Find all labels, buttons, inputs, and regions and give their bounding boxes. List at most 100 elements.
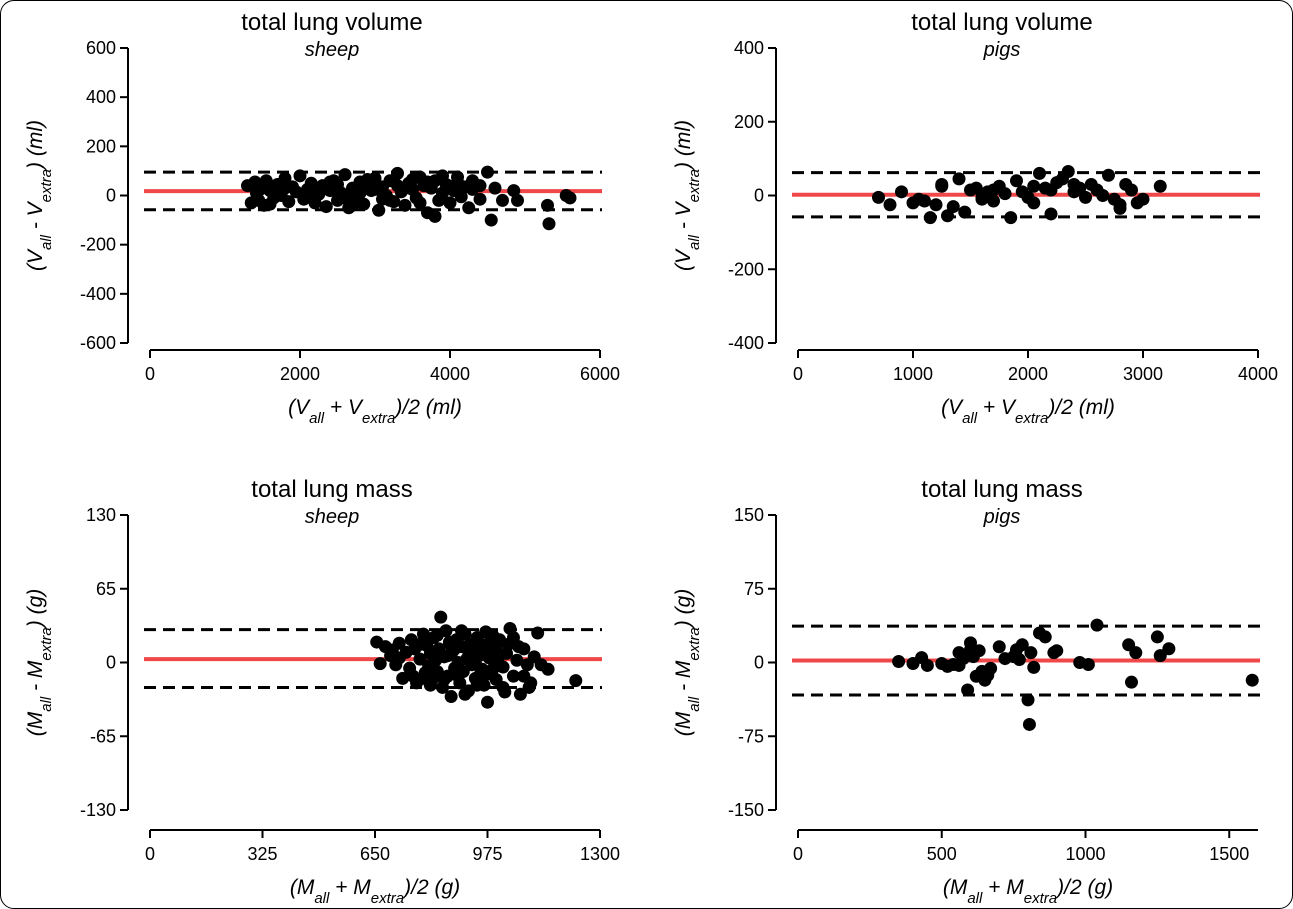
data-point	[481, 695, 494, 709]
y-axis-label-part: - V	[672, 200, 695, 235]
data-point	[542, 217, 556, 231]
x-tick-label: 650	[360, 844, 390, 864]
data-point	[1125, 183, 1138, 197]
y-axis-label-part: (V	[672, 248, 695, 271]
x-tick-label: 500	[927, 844, 957, 864]
x-tick-label: 1300	[580, 844, 620, 864]
data-point	[987, 194, 1000, 208]
data-point	[563, 191, 577, 205]
data-point	[406, 669, 420, 683]
y-tick-label: 0	[106, 653, 116, 673]
y-tick-label: 0	[754, 653, 764, 673]
data-point	[1090, 618, 1104, 632]
data-point	[1027, 196, 1041, 210]
y-axis-label-part: (V	[24, 248, 47, 271]
data-point	[496, 193, 509, 207]
data-point	[1245, 673, 1259, 687]
data-point	[1102, 168, 1115, 182]
data-point	[481, 165, 494, 179]
data-point	[428, 209, 442, 223]
data-point	[455, 624, 469, 638]
data-point	[416, 627, 430, 641]
data-point	[473, 192, 487, 206]
x-axis-label-part: extra	[362, 410, 395, 427]
y-axis-label-part: extra	[38, 169, 55, 202]
chart-title: total lung mass	[921, 476, 1082, 503]
chart-title: total lung volume	[241, 9, 422, 36]
data-point	[481, 637, 494, 651]
data-point	[1024, 646, 1038, 660]
data-point	[338, 191, 352, 205]
y-axis-label-part: all	[38, 234, 55, 250]
data-point	[372, 203, 386, 217]
y-tick-label: -600	[80, 333, 116, 353]
data-point	[522, 680, 536, 694]
data-point	[454, 190, 468, 204]
data-point	[437, 673, 451, 687]
data-point	[1038, 630, 1052, 644]
data-point	[920, 658, 934, 672]
x-tick-label: 6000	[580, 364, 620, 384]
data-point	[1044, 183, 1058, 197]
y-tick-label: 400	[86, 87, 116, 107]
y-tick-label: -75	[738, 726, 764, 746]
data-point	[293, 169, 307, 183]
data-point	[981, 668, 995, 682]
x-axis-label-part: + M	[329, 876, 371, 899]
data-point	[952, 658, 966, 672]
y-axis-label: (Vall - Vextra) (ml)	[24, 120, 55, 271]
y-axis-label-part: - V	[24, 200, 47, 235]
chart-subtitle: sheep	[305, 39, 360, 61]
data-point	[498, 685, 512, 699]
x-axis-label-part: (V	[288, 396, 311, 419]
data-point	[416, 671, 430, 685]
data-point	[1136, 192, 1150, 206]
y-axis-label-part: all	[38, 696, 55, 712]
y-axis-label-part: ) (ml)	[24, 120, 47, 172]
data-point	[1061, 165, 1075, 179]
x-axis-label-part: extra	[371, 890, 404, 907]
data-point	[385, 643, 399, 657]
data-point	[1004, 211, 1018, 225]
data-point	[301, 190, 314, 204]
x-axis-label-part: (M	[290, 876, 315, 899]
y-tick-label: -65	[90, 726, 116, 746]
data-point	[958, 205, 972, 219]
data-point	[929, 198, 943, 212]
data-point	[282, 195, 296, 209]
x-tick-label: 4000	[430, 364, 470, 384]
data-point	[444, 690, 458, 704]
y-axis-label-part: ) (g)	[24, 589, 47, 631]
data-point	[353, 186, 367, 200]
data-point	[1113, 201, 1127, 215]
data-point	[511, 193, 524, 207]
data-point	[259, 174, 273, 188]
data-point	[406, 173, 419, 187]
data-point	[975, 192, 989, 206]
x-axis-label-part: )/2 (ml)	[392, 396, 462, 419]
y-axis-label-part: (M	[24, 711, 47, 736]
data-point	[278, 171, 292, 185]
data-point	[263, 197, 277, 211]
data-point	[1129, 646, 1143, 660]
y-axis-label: (Vall - Vextra) (ml)	[672, 120, 703, 271]
data-point	[1162, 642, 1176, 656]
data-point	[376, 192, 389, 206]
y-tick-label: 75	[744, 579, 764, 599]
data-point	[1153, 179, 1167, 193]
data-point	[488, 181, 502, 195]
x-axis-label: (Mall + Mextra)/2 (g)	[290, 876, 460, 907]
data-point	[1033, 166, 1046, 180]
x-axis-label-part: (M	[943, 876, 968, 899]
data-point	[569, 674, 583, 688]
x-tick-label: 325	[247, 844, 277, 864]
data-point	[935, 179, 949, 193]
data-point	[1021, 693, 1035, 707]
data-point	[1022, 717, 1036, 731]
data-point	[1010, 174, 1023, 188]
data-point	[1044, 207, 1058, 221]
data-point	[512, 640, 526, 654]
y-tick-label: -200	[728, 259, 764, 279]
